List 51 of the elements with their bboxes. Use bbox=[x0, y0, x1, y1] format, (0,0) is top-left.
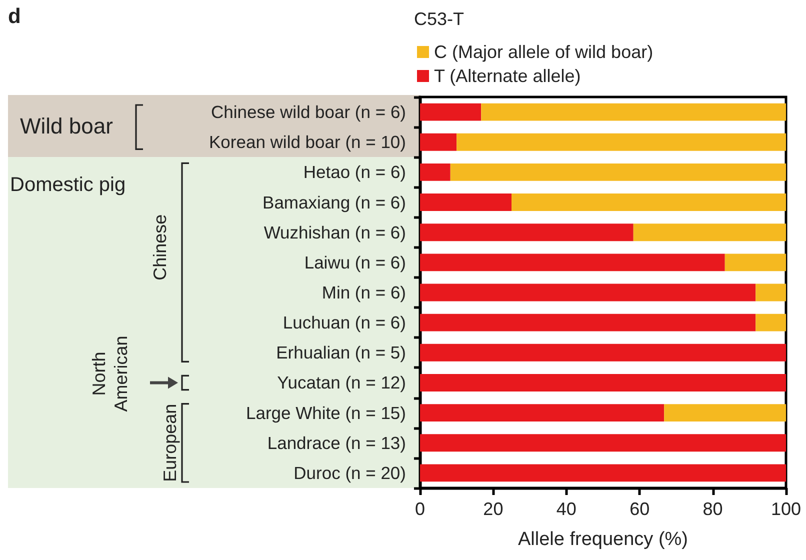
x-tick-label: 0 bbox=[414, 499, 426, 519]
bar bbox=[420, 103, 482, 121]
y-tick-label: Laiwu (n = 6) bbox=[304, 252, 406, 272]
y-tick-label: Landrace (n = 13) bbox=[267, 432, 406, 453]
y-tick-label: Large White (n = 15) bbox=[246, 402, 406, 423]
bar bbox=[420, 284, 756, 302]
y-tick-label: Hetao (n = 6) bbox=[303, 162, 406, 182]
bar bbox=[420, 434, 786, 452]
x-tick-label: 20 bbox=[483, 499, 504, 519]
text: North American bbox=[89, 336, 131, 412]
bar bbox=[420, 374, 786, 392]
x-tick-label: 80 bbox=[702, 499, 723, 519]
bar bbox=[633, 224, 786, 242]
y-tick-label: Wuzhishan (n = 6) bbox=[264, 222, 406, 242]
x-tick-label: 60 bbox=[630, 499, 650, 519]
legend-label: T (Alternate allele) bbox=[434, 66, 581, 86]
bar bbox=[512, 194, 786, 211]
bar bbox=[456, 133, 786, 151]
y-tick-label: Luchuan (n = 6) bbox=[282, 312, 406, 333]
bar bbox=[664, 404, 786, 422]
bar bbox=[420, 224, 634, 242]
legend-label: C (Major allele of wild boar) bbox=[434, 42, 654, 62]
bar bbox=[420, 163, 450, 181]
text: Wild boar bbox=[20, 114, 113, 139]
y-tick-label: Duroc (n = 20) bbox=[294, 462, 406, 483]
bar bbox=[724, 254, 786, 272]
y-tick-label: Bamaxiang (n = 6) bbox=[262, 192, 406, 212]
legend-title: C53-T bbox=[414, 9, 464, 29]
bar bbox=[420, 254, 725, 272]
text: d bbox=[8, 5, 21, 28]
x-axis-title: Allele frequency (%) bbox=[518, 529, 688, 550]
y-tick-label: Min (n = 6) bbox=[322, 282, 406, 302]
bar bbox=[420, 404, 664, 422]
bar bbox=[420, 314, 756, 332]
bar bbox=[756, 314, 786, 332]
text: Chinese bbox=[150, 214, 170, 280]
x-tick-label: 100 bbox=[770, 499, 802, 519]
y-tick-label: Erhualian (n = 5) bbox=[276, 342, 406, 363]
y-tick-label: Chinese wild boar (n = 6) bbox=[210, 102, 406, 122]
y-tick-label: Yucatan (n = 12) bbox=[277, 372, 406, 393]
bar bbox=[420, 464, 786, 482]
bar bbox=[450, 163, 786, 181]
y-tick-label: Korean wild boar (n = 10) bbox=[209, 132, 406, 152]
bar bbox=[420, 133, 457, 151]
bar bbox=[420, 194, 512, 211]
bar bbox=[420, 344, 786, 362]
text: European bbox=[160, 404, 180, 482]
x-tick-label: 40 bbox=[556, 499, 576, 519]
bar bbox=[481, 103, 786, 121]
text: Domestic pig bbox=[10, 174, 126, 196]
bar bbox=[756, 284, 786, 302]
